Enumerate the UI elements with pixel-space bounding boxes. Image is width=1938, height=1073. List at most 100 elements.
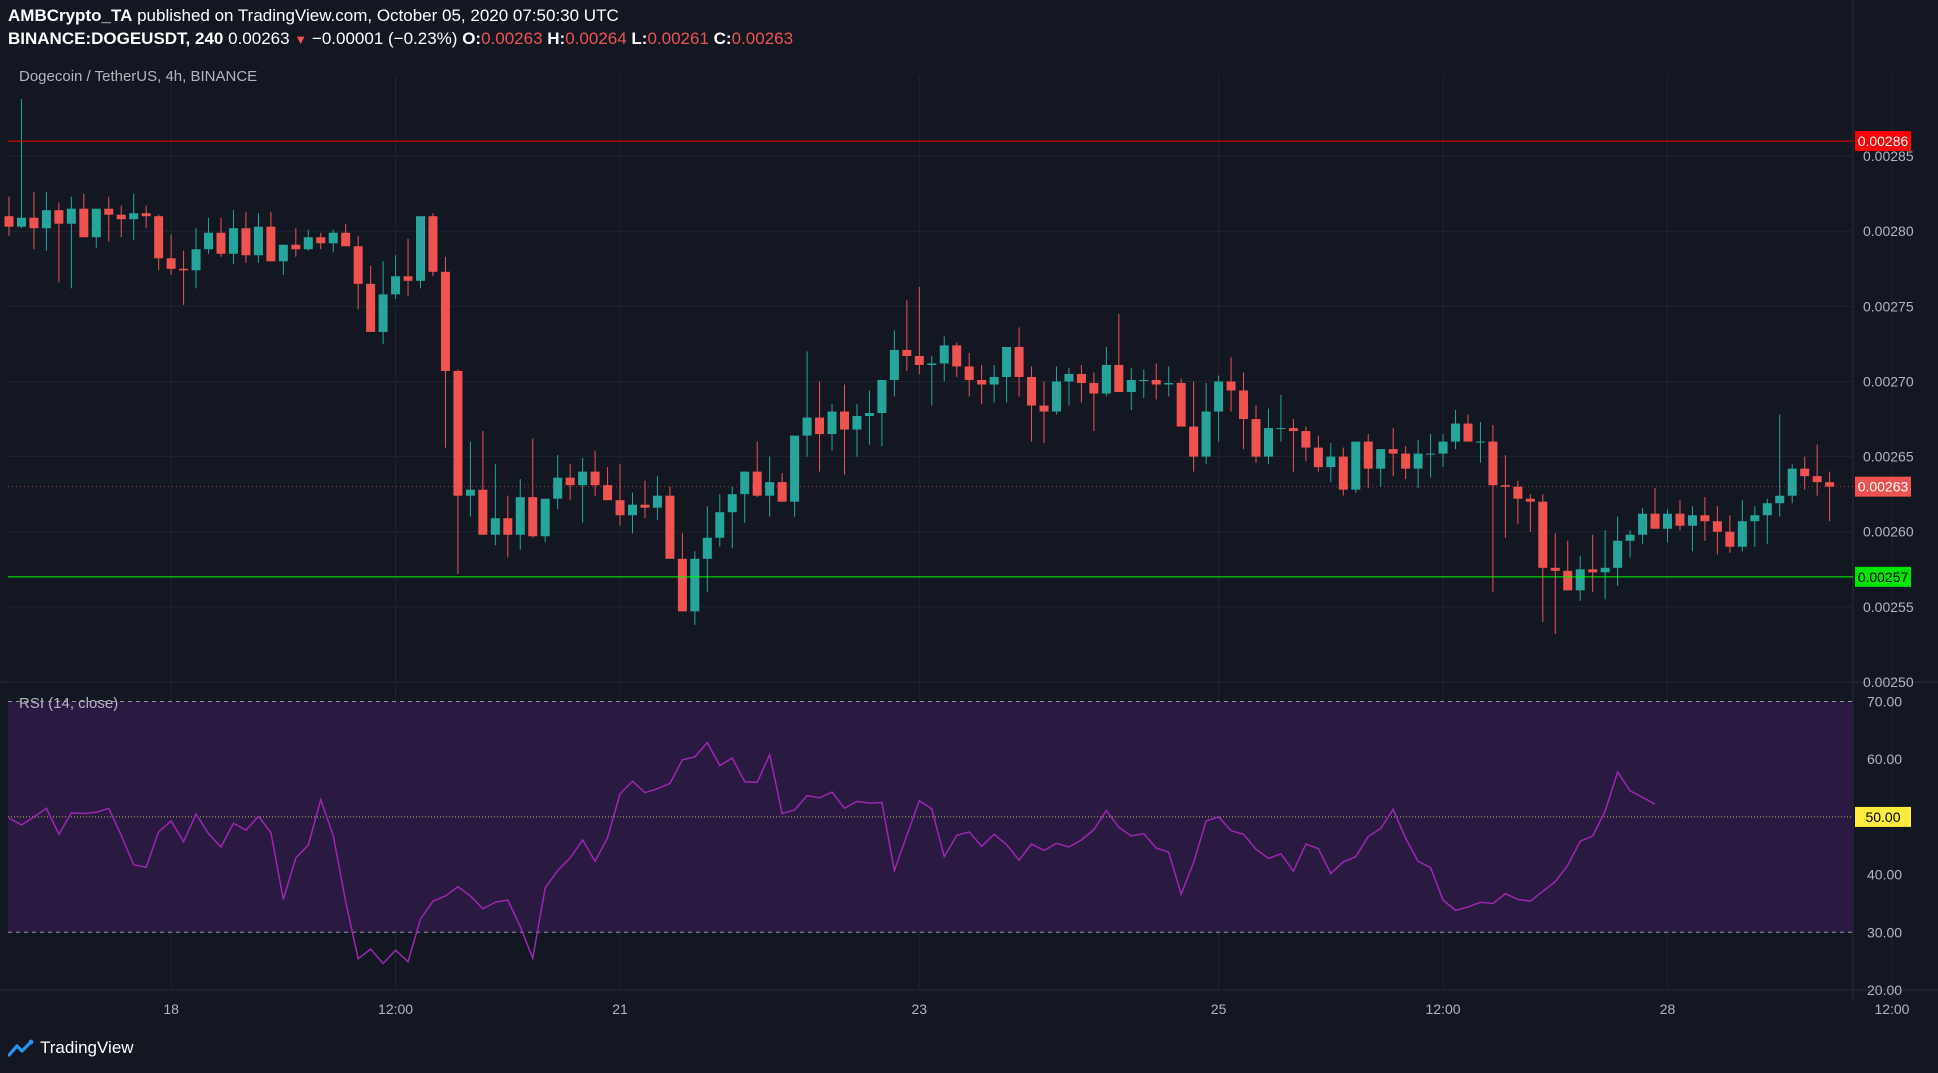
candle-body (1750, 515, 1760, 522)
candle-body (515, 497, 525, 535)
candle-body (1825, 482, 1835, 487)
candle-body (1226, 381, 1236, 391)
candle-body (1164, 382, 1174, 385)
time-tick-label: 12:00 (378, 1001, 413, 1017)
candle-body (391, 276, 401, 295)
candle-body (777, 482, 787, 502)
candle-body (1538, 501, 1548, 568)
low-label: L: (631, 29, 648, 48)
candle-body (802, 417, 812, 436)
candle-body (1351, 441, 1361, 490)
candle-body (1600, 567, 1610, 573)
candle-body (1263, 428, 1273, 457)
candle-body (1214, 381, 1224, 412)
candle-body (1401, 453, 1411, 469)
candle-body (989, 376, 999, 385)
price-candles (4, 99, 1835, 634)
time-tick-label: 23 (912, 1001, 928, 1017)
publisher-name[interactable]: AMBCrypto_TA (8, 6, 133, 25)
candle-body (104, 208, 114, 215)
candle-body (1563, 570, 1573, 591)
published-text: published on TradingView.com, October 05… (137, 6, 619, 25)
candle-body (179, 268, 189, 271)
candle-body (1737, 521, 1747, 547)
candle-body (1725, 531, 1735, 547)
candle-body (1438, 441, 1448, 454)
candle-body (1812, 476, 1822, 483)
candle-body (628, 504, 637, 516)
candle-body (1525, 498, 1535, 502)
candle-body (677, 558, 687, 612)
candle-body (1363, 441, 1373, 469)
price-tick-label: 0.00270 (1863, 373, 1914, 389)
candle-body (141, 213, 151, 217)
time-tick-label: 28 (1660, 1001, 1676, 1017)
resistance-price-label: 0.00286 (1858, 133, 1909, 149)
candle-body (715, 512, 725, 538)
price-tick-label: 0.00250 (1863, 674, 1914, 690)
candle-body (1388, 449, 1398, 454)
candle-body (1687, 515, 1697, 526)
candle-body (615, 500, 625, 516)
candle-body (278, 244, 288, 262)
tradingview-brand: TradingView (40, 1038, 134, 1057)
candle-body (1638, 513, 1648, 535)
candle-body (16, 217, 26, 227)
candle-body (1276, 428, 1286, 430)
candle-body (403, 276, 413, 281)
candle-body (889, 349, 899, 380)
candle-body (266, 226, 276, 262)
candle-body (1288, 428, 1298, 432)
candle-body (1326, 456, 1336, 468)
candle-body (228, 228, 238, 254)
tradingview-logo[interactable]: TradingView (8, 1038, 134, 1058)
candle-body (1051, 381, 1061, 412)
candle-body (1575, 569, 1585, 591)
candle-body (428, 216, 438, 272)
candle-body (91, 208, 101, 238)
candle-body (1114, 364, 1124, 393)
candle-body (1126, 379, 1136, 393)
candle-body (1201, 411, 1211, 457)
candle-body (490, 518, 500, 535)
candle-body (353, 246, 363, 284)
rsi-line (8, 741, 1656, 965)
resistance-price-tag (1855, 131, 1911, 152)
candle-body (952, 345, 962, 367)
candle-body (1338, 456, 1348, 490)
candle-body (129, 213, 139, 220)
candle-body (1663, 513, 1673, 529)
candle-body (1775, 495, 1785, 504)
candle-body (1413, 453, 1423, 469)
open-label: O: (462, 29, 482, 48)
rsi-tick-label: 40.00 (1867, 867, 1902, 883)
rsi-midline-tag (1855, 806, 1911, 827)
time-tick-label: 12:00 (1874, 1001, 1909, 1017)
candle-body (116, 214, 126, 220)
rsi-tick-label: 20.00 (1867, 982, 1902, 998)
high-label: H: (547, 29, 566, 48)
symbol-label: BINANCE:DOGEUSDT, 240 (8, 29, 224, 48)
candle-body (1675, 513, 1685, 526)
candle-body (964, 366, 974, 380)
candle-body (590, 471, 600, 486)
time-tick-label: 25 (1211, 1001, 1227, 1017)
candle-body (914, 355, 924, 365)
candle-body (204, 232, 214, 250)
candle-body (652, 495, 662, 508)
candle-body (752, 471, 762, 496)
candle-body (1700, 515, 1710, 522)
candle-body (478, 489, 488, 535)
candle-body (79, 208, 89, 238)
candle-body (690, 558, 700, 612)
candle-body (977, 379, 987, 385)
candle-body (1650, 513, 1660, 529)
candle-body (1787, 468, 1797, 496)
candle-body (765, 482, 775, 496)
candle-body (216, 232, 226, 254)
candle-body (877, 379, 887, 414)
candle-body (440, 271, 450, 371)
candle-body (503, 518, 513, 535)
candle-body (1151, 379, 1161, 385)
candle-body (1800, 468, 1810, 477)
